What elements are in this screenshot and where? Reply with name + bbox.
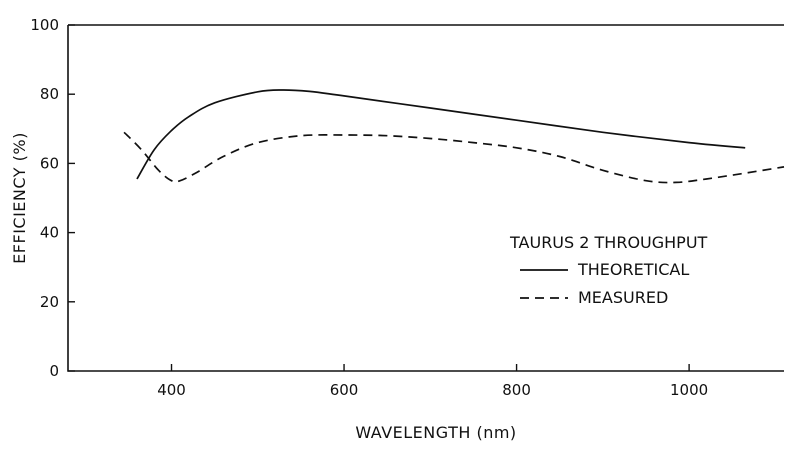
legend-label-measured: MEASURED xyxy=(578,288,668,307)
y-tick-label: 100 xyxy=(30,16,59,34)
y-axis-label: EFFICIENCY (%) xyxy=(10,132,29,264)
x-tick-label: 600 xyxy=(330,381,359,399)
y-tick-label: 0 xyxy=(49,362,59,380)
series-line-measured xyxy=(123,131,785,184)
ticks: 0 20 40 60 80 100 400 600 800 1000 xyxy=(30,16,708,399)
x-tick-label: 800 xyxy=(502,381,531,399)
plot-frame xyxy=(67,24,784,372)
x-tick-label: 1000 xyxy=(670,381,708,399)
series-line-theoretical xyxy=(136,89,746,180)
series-layer xyxy=(123,89,785,184)
y-tick-label: 80 xyxy=(40,85,59,103)
x-axis-label: WAVELENGTH (nm) xyxy=(355,423,516,442)
y-tick-label: 20 xyxy=(40,293,59,311)
legend-label-theoretical: THEORETICAL xyxy=(577,260,689,279)
y-tick-label: 60 xyxy=(40,154,59,172)
axes xyxy=(67,24,784,372)
y-tick-label: 40 xyxy=(40,224,59,242)
x-tick-label: 400 xyxy=(157,381,186,399)
legend-title: TAURUS 2 THROUGHPUT xyxy=(509,233,708,252)
legend: TAURUS 2 THROUGHPUT THEORETICAL MEASURED xyxy=(509,233,708,307)
